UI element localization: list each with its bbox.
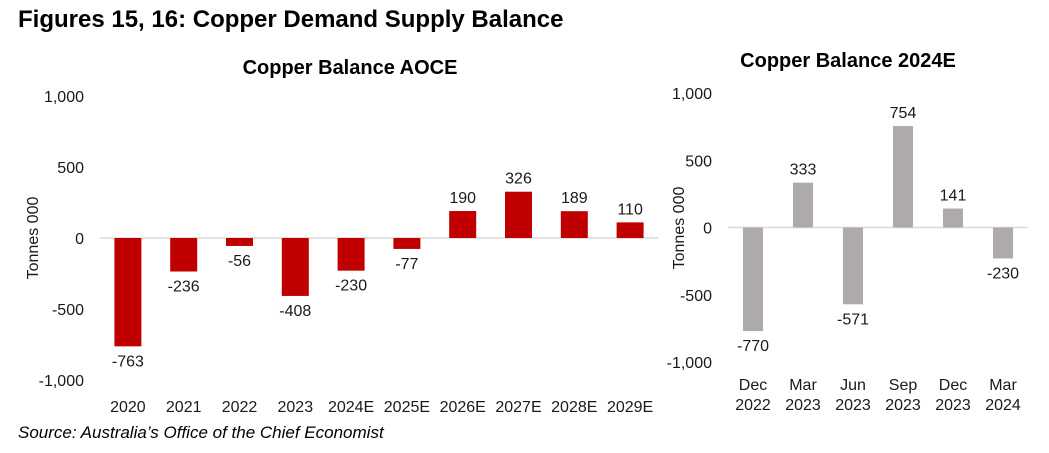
y-tick-label: 0 — [703, 221, 712, 238]
x-tick-label: Mar — [789, 377, 817, 394]
left-chart-copper-balance-aoce: Copper Balance AOCE Tonnes 000 1,000 500 0… — [25, 57, 658, 416]
x-tick-label: 2021 — [166, 399, 202, 416]
x-tick-label: 2023 — [835, 397, 871, 414]
data-label: -77 — [395, 256, 418, 273]
x-tick-label: 2023 — [785, 397, 821, 414]
bar — [616, 222, 644, 238]
x-tick-label: 2024E — [328, 399, 374, 416]
y-tick-label: 500 — [57, 160, 84, 177]
data-label: 754 — [890, 105, 917, 122]
data-label: 141 — [940, 188, 967, 205]
x-tick-label: 2026E — [440, 399, 486, 416]
x-tick-label: 2023 — [278, 399, 314, 416]
x-tick-label: Mar — [989, 377, 1017, 394]
data-label: -236 — [168, 279, 200, 296]
data-label: -230 — [987, 265, 1019, 282]
right-chart-copper-balance-2024e: Copper Balance 2024E Tonnes 000 1,000 500… — [667, 50, 1028, 414]
bar — [114, 238, 142, 347]
y-tick-label: -1,000 — [667, 355, 712, 372]
data-label: 110 — [617, 201, 643, 218]
bar — [170, 238, 198, 272]
y-tick-label: -500 — [52, 302, 84, 319]
left-chart-title: Copper Balance AOCE — [243, 57, 458, 79]
bar — [337, 238, 365, 271]
data-label: -56 — [228, 253, 251, 270]
bar — [393, 238, 421, 249]
y-tick-label: 1,000 — [672, 86, 712, 103]
y-tick-label: -1,000 — [39, 373, 84, 390]
x-tick-label: Jun — [840, 377, 866, 394]
bar — [505, 191, 532, 238]
x-tick-label: 2020 — [110, 399, 146, 416]
bar — [793, 182, 813, 228]
x-tick-label: 2022 — [222, 399, 258, 416]
figure-title: Figures 15, 16: Copper Demand Supply Bal… — [18, 6, 564, 33]
bar — [843, 227, 863, 305]
data-label: -763 — [112, 353, 144, 370]
x-tick-label: Dec — [939, 377, 967, 394]
x-tick-label: 2023 — [885, 397, 921, 414]
y-tick-label: 1,000 — [44, 89, 84, 106]
bar — [943, 208, 963, 228]
x-tick-label: 2027E — [495, 399, 541, 416]
data-label: 190 — [449, 190, 476, 207]
x-tick-label: 2023 — [935, 397, 971, 414]
data-label: 333 — [790, 162, 817, 179]
bar — [743, 227, 763, 332]
y-tick-label: 0 — [75, 231, 84, 248]
data-label: 189 — [561, 190, 588, 207]
data-label: 326 — [505, 171, 532, 188]
data-label: -408 — [279, 303, 311, 320]
right-chart-ylabel: Tonnes 000 — [671, 187, 688, 270]
y-tick-label: -500 — [680, 288, 712, 305]
source-note: Source: Australia’s Office of the Chief … — [18, 423, 384, 442]
data-label: -770 — [737, 338, 769, 355]
bar — [226, 238, 253, 246]
bar — [449, 211, 477, 238]
y-tick-label: 500 — [685, 153, 712, 170]
bar — [893, 126, 913, 228]
x-tick-label: Sep — [889, 377, 918, 394]
x-tick-label: Dec — [739, 377, 767, 394]
bar — [281, 238, 309, 296]
x-tick-label: 2024 — [985, 397, 1021, 414]
x-tick-label: 2029E — [607, 399, 653, 416]
x-tick-label: 2022 — [735, 397, 771, 414]
left-chart-ylabel: Tonnes 000 — [25, 197, 42, 280]
x-tick-label: 2028E — [551, 399, 597, 416]
bar — [560, 211, 588, 238]
right-chart-title: Copper Balance 2024E — [740, 50, 956, 72]
data-label: -571 — [837, 311, 869, 328]
data-label: -230 — [335, 278, 367, 295]
x-tick-label: 2025E — [384, 399, 430, 416]
bar — [993, 227, 1013, 259]
